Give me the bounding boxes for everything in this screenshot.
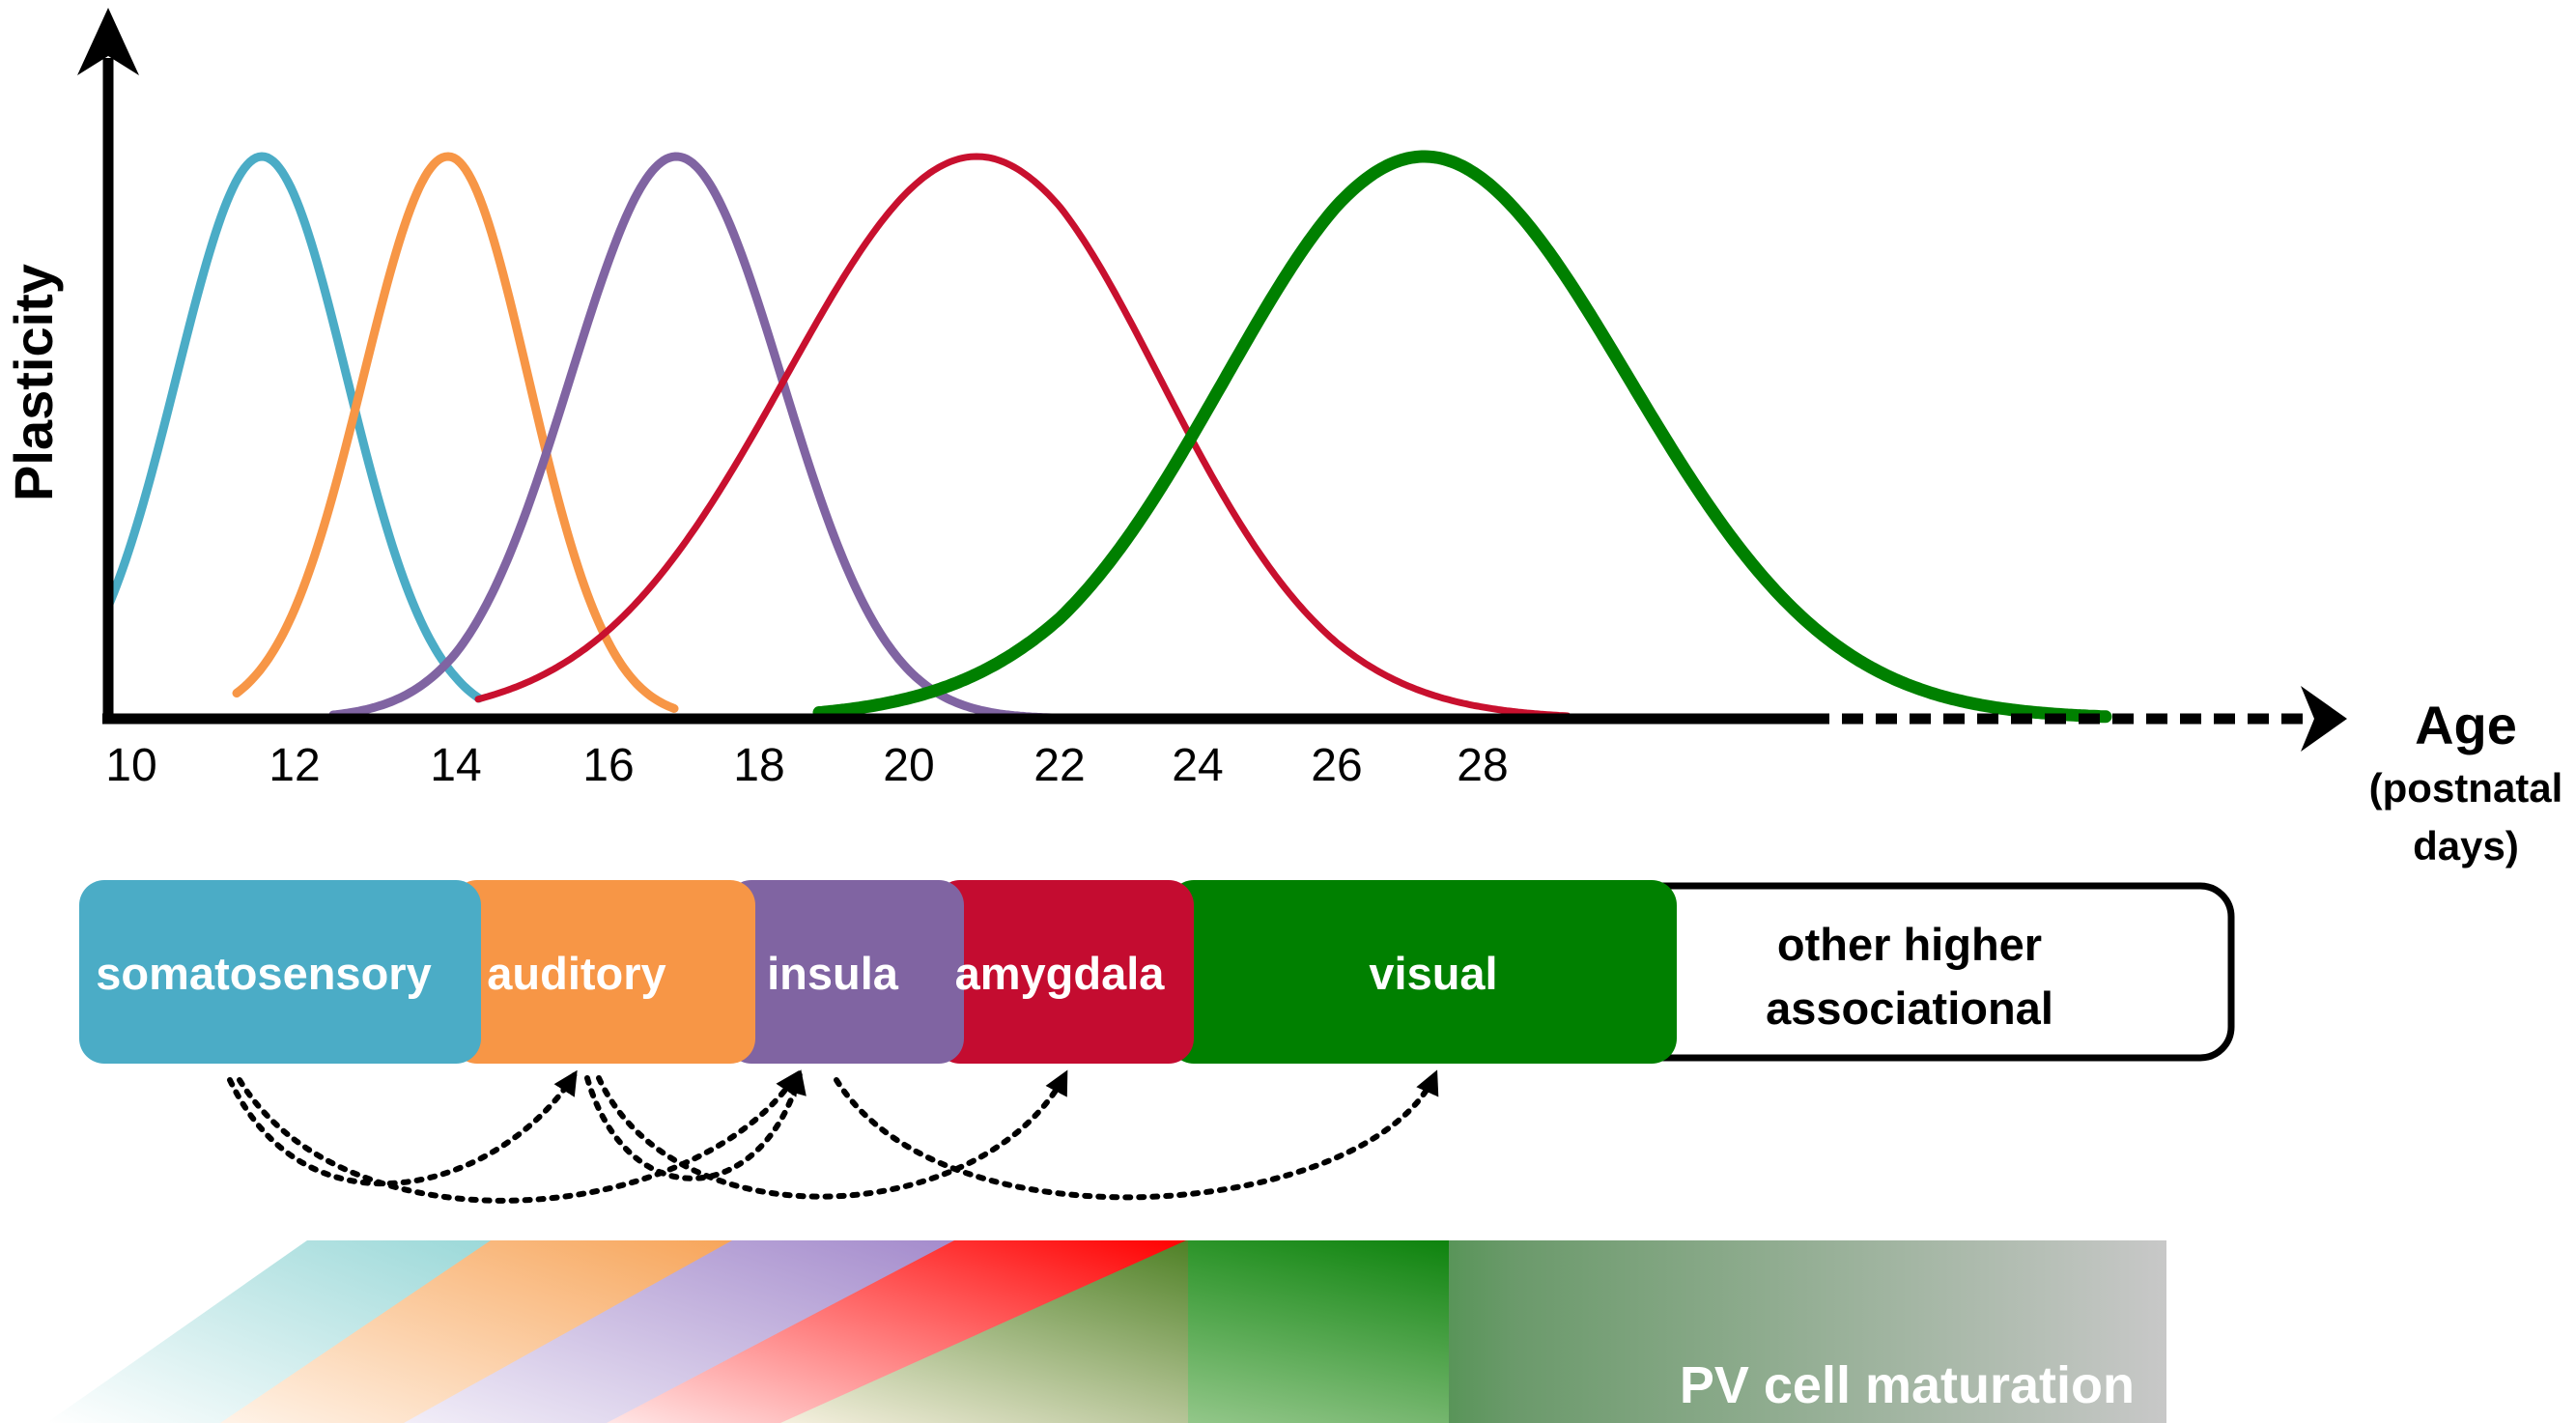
region-label-auditory: auditory [487,948,665,999]
region-bar: other higher associational somatosensory… [79,880,2235,1064]
region-visual [1169,880,1677,1064]
curve-somatosensory [103,152,484,703]
x-axis-unit-line2: days) [2413,823,2519,868]
region-label-amygdala: amygdala [955,948,1166,999]
pv-maturation-band: PV cell maturation [46,1240,2166,1423]
region-label-visual: visual [1369,948,1497,999]
region-insula [726,880,964,1064]
region-amygdala [935,880,1194,1064]
x-tick-label: 12 [269,740,320,791]
arrow-auditory-to-insula [584,1069,807,1181]
arrow-insula-to-visual [834,1069,1439,1201]
curve-visual [812,150,2112,724]
arrow-auditory-to-amygdala [596,1069,1068,1200]
x-tick-label: 22 [1033,740,1085,791]
pv-label: PV cell maturation [1680,1356,2135,1414]
x-tick-label: 28 [1457,740,1508,791]
curve-amygdala [474,153,1571,720]
x-tick-label: 20 [883,740,934,791]
x-axis-unit-line1: (postnatal [2369,765,2563,811]
region-other-line2: associational [1766,982,2053,1034]
x-tick-label: 26 [1311,740,1362,791]
curve-auditory [232,152,679,713]
y-axis-label: Plasticity [3,264,64,501]
influence-arrows [227,1069,1439,1204]
x-tick-label: 14 [430,740,481,791]
axes [77,8,2347,752]
curve-insula [328,152,1065,723]
arrow-somatosensory-to-insula [237,1069,800,1204]
y-axis-arrowhead [77,8,139,75]
region-label-insula: insula [767,948,899,999]
x-tick-label: 10 [105,740,156,791]
x-axis-label: Age [2415,695,2517,755]
x-tick-label: 16 [582,740,634,791]
x-tick-label: 24 [1172,740,1223,791]
x-tick-labels: 10 12 14 16 18 20 22 24 26 28 [105,740,1508,791]
plasticity-curves [103,150,2112,724]
pv-wedge-visual [780,1240,1449,1423]
x-axis-arrowhead [2301,686,2347,752]
region-somatosensory [79,880,481,1064]
arrow-somatosensory-to-auditory [227,1069,578,1187]
region-label-somatosensory: somatosensory [96,948,431,999]
x-tick-label: 18 [733,740,784,791]
region-other-line1: other higher [1777,919,2042,970]
region-auditory [452,880,755,1064]
